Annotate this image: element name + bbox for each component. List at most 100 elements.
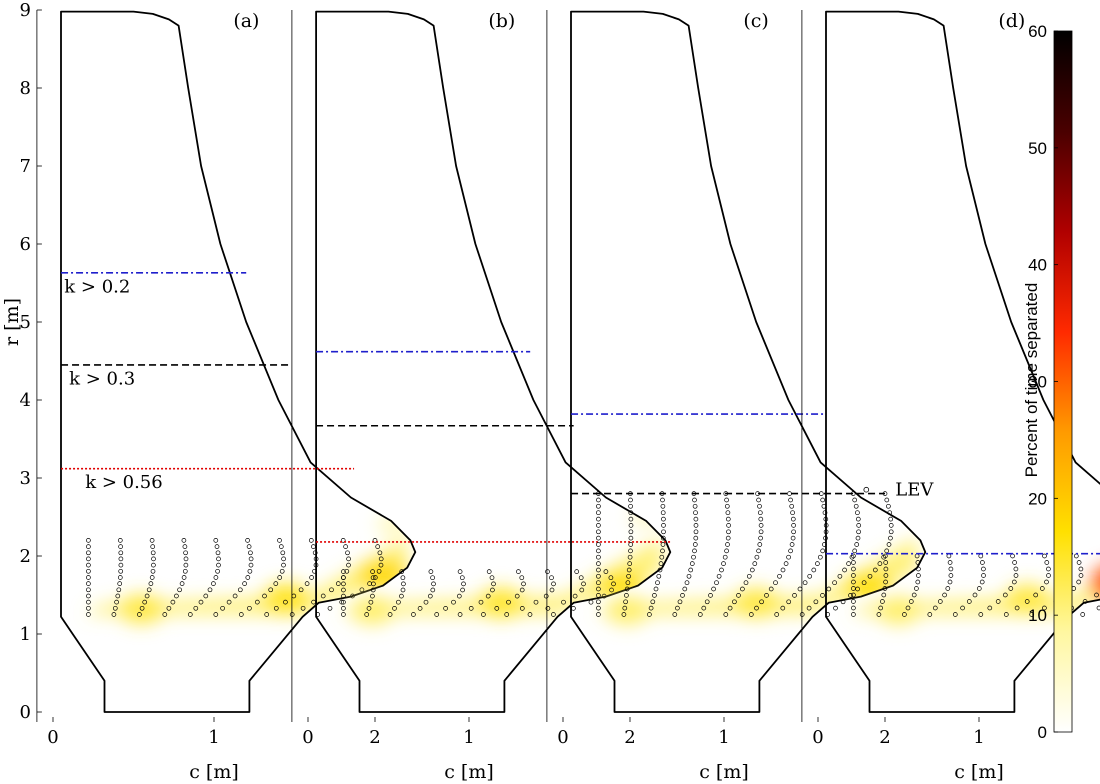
- lev-point: [624, 593, 629, 598]
- lev-point: [757, 510, 763, 516]
- lev-point: [647, 612, 652, 617]
- lev-point: [905, 605, 911, 611]
- lev-point: [660, 503, 666, 509]
- lev-point: [725, 516, 731, 522]
- lev-point: [341, 575, 346, 581]
- lev-point: [908, 599, 914, 604]
- lev-point: [300, 605, 306, 611]
- lev-point: [248, 556, 254, 562]
- lev-point: [340, 538, 346, 543]
- lev-point: [915, 560, 921, 565]
- lev-point: [628, 523, 634, 528]
- lev-point: [401, 581, 406, 587]
- lev-point: [246, 544, 252, 549]
- lev-point: [1044, 560, 1050, 565]
- lev-point: [341, 612, 346, 617]
- lev-point: [277, 575, 283, 580]
- x-tick-label: 2: [624, 727, 635, 748]
- lev-point: [216, 562, 221, 568]
- lev-point: [214, 544, 220, 549]
- lev-point: [329, 587, 334, 593]
- lev-point: [740, 586, 745, 592]
- lev-point: [746, 573, 752, 579]
- lev-point: [211, 581, 216, 586]
- lev-point: [842, 567, 847, 573]
- lev-point: [375, 544, 381, 549]
- lev-point: [376, 568, 382, 574]
- lev-point: [86, 556, 91, 562]
- lev-point: [226, 599, 232, 605]
- lev-point: [650, 599, 656, 605]
- lev-point: [1010, 553, 1015, 559]
- lev-point: [596, 612, 601, 617]
- lev-point: [596, 497, 601, 503]
- lev-point: [372, 538, 378, 543]
- lev-point: [1033, 592, 1039, 598]
- lev-point: [693, 523, 699, 528]
- lev-point: [596, 567, 601, 573]
- lev-point: [183, 556, 189, 562]
- lev-point: [311, 544, 316, 549]
- lev-point: [545, 569, 550, 574]
- lev-point: [786, 599, 792, 605]
- lev-point: [220, 605, 225, 611]
- lev-point: [280, 550, 286, 556]
- lev-point: [179, 581, 185, 586]
- lev-point: [856, 523, 862, 528]
- lev-point: [86, 538, 91, 543]
- lev-point: [759, 599, 764, 605]
- blade-outline: [315, 10, 672, 713]
- lev-point: [341, 569, 346, 574]
- lev-point: [655, 580, 660, 586]
- lev-point: [624, 586, 630, 592]
- lev-point: [596, 542, 601, 547]
- lev-point: [207, 587, 213, 593]
- lev-point: [682, 586, 688, 592]
- threshold-annotation: k > 0.2: [64, 276, 130, 297]
- lev-point: [491, 581, 496, 587]
- lev-point: [660, 497, 665, 503]
- lev-point: [581, 581, 586, 587]
- x-axis-label: c [m]: [189, 761, 239, 783]
- lev-point: [881, 592, 887, 598]
- lev-point: [457, 569, 463, 574]
- threshold-annotation: k > 0.56: [85, 472, 163, 493]
- lev-point: [86, 587, 91, 593]
- lev-point: [743, 580, 749, 586]
- heat-spot: [877, 596, 920, 625]
- lev-point: [756, 497, 761, 503]
- lev-point: [142, 599, 148, 605]
- heat-spot: [804, 380, 837, 404]
- lev-point: [86, 605, 91, 611]
- lev-point: [689, 561, 695, 566]
- lev-point: [596, 548, 601, 554]
- lev-point: [833, 605, 838, 611]
- lev-point: [268, 587, 274, 593]
- y-tick-label: 9: [19, 0, 30, 21]
- lev-point: [151, 556, 156, 562]
- lev-point: [596, 535, 601, 541]
- lev-point: [399, 569, 405, 574]
- lev-point: [820, 548, 826, 554]
- lev-point: [788, 548, 793, 554]
- colorbar-tick-label: 60: [1028, 22, 1047, 41]
- lev-point: [242, 581, 247, 586]
- lev-point: [686, 573, 692, 579]
- lev-point: [519, 575, 525, 581]
- lev-point: [571, 606, 576, 611]
- lev-point: [1008, 586, 1014, 591]
- lev-point: [1094, 592, 1099, 598]
- lev-point: [111, 612, 117, 617]
- lev-point: [887, 510, 893, 516]
- lev-point: [886, 542, 892, 547]
- lev-point: [344, 568, 350, 574]
- lev-point: [851, 573, 856, 578]
- lev-point: [117, 581, 123, 586]
- lev-point: [182, 544, 188, 549]
- lev-point: [151, 562, 156, 568]
- lev-point: [851, 586, 856, 591]
- lev-point: [237, 587, 243, 593]
- lev-point: [840, 599, 846, 605]
- lev-point: [684, 580, 690, 586]
